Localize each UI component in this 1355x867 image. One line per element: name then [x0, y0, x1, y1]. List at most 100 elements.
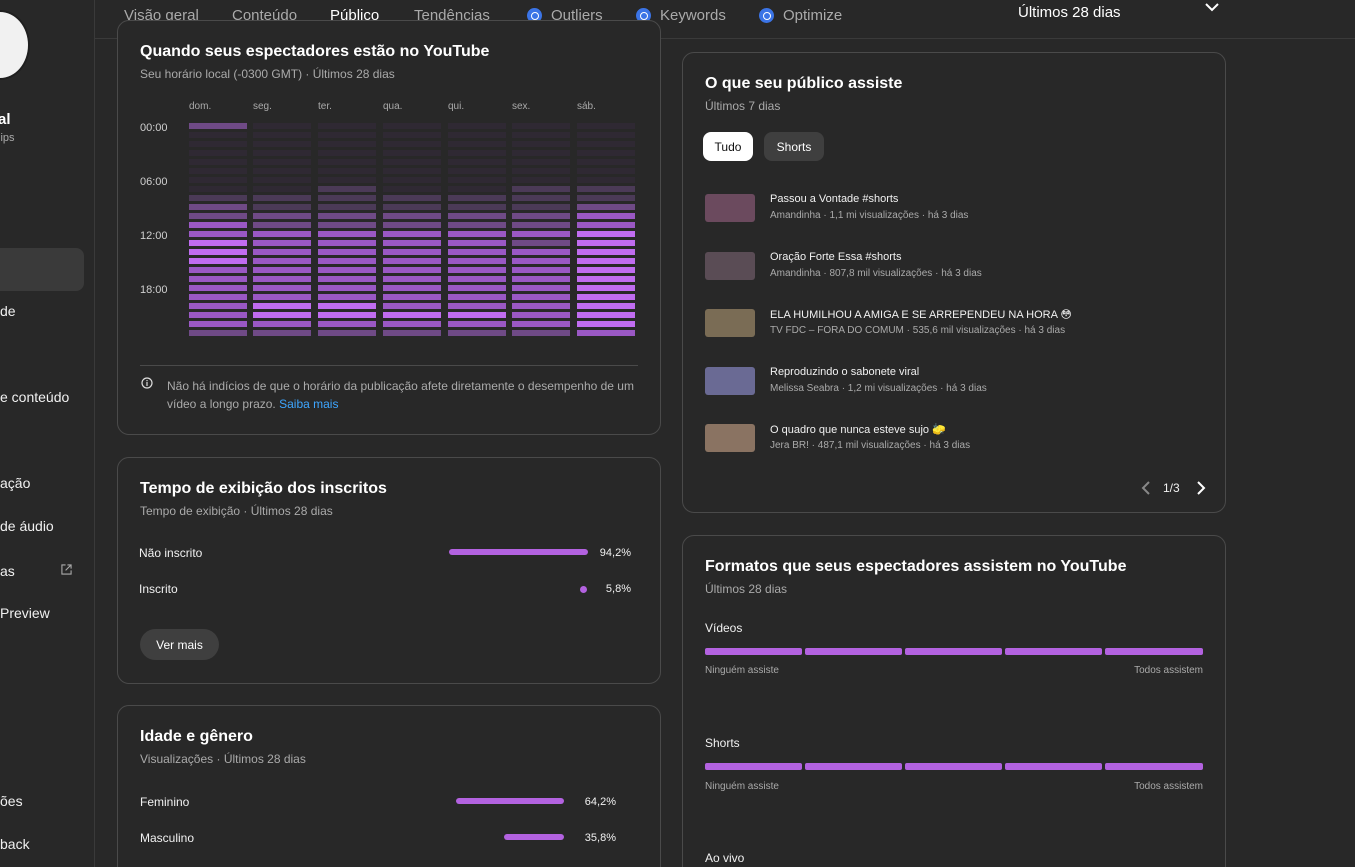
tab-outliers[interactable]: Outliers: [527, 7, 603, 24]
video-title[interactable]: O quadro que nunca esteve sujo 🧽: [770, 424, 946, 436]
heatmap-cell[interactable]: [383, 321, 441, 327]
sidebar-item-label[interactable]: Preview: [0, 605, 50, 621]
heatmap-cell[interactable]: [448, 267, 506, 273]
heatmap-cell[interactable]: [253, 303, 311, 309]
heatmap-cell[interactable]: [318, 222, 376, 228]
heatmap-cell[interactable]: [189, 213, 247, 219]
sidebar-item-label[interactable]: ação: [0, 475, 31, 491]
heatmap-cell[interactable]: [577, 168, 635, 174]
chevron-right-icon[interactable]: [1195, 480, 1207, 496]
heatmap-cell[interactable]: [448, 204, 506, 210]
heatmap-cell[interactable]: [448, 231, 506, 237]
heatmap-cell[interactable]: [318, 303, 376, 309]
heatmap-cell[interactable]: [383, 312, 441, 318]
heatmap-cell[interactable]: [577, 303, 635, 309]
video-title[interactable]: Oração Forte Essa #shorts: [770, 251, 902, 263]
heatmap-cell[interactable]: [448, 159, 506, 165]
heatmap-cell[interactable]: [383, 159, 441, 165]
heatmap-cell[interactable]: [383, 231, 441, 237]
heatmap-cell[interactable]: [253, 267, 311, 273]
video-thumbnail[interactable]: [705, 424, 755, 452]
heatmap-cell[interactable]: [448, 150, 506, 156]
heatmap-cell[interactable]: [383, 303, 441, 309]
heatmap-cell[interactable]: [512, 213, 570, 219]
heatmap-cell[interactable]: [448, 285, 506, 291]
heatmap-cell[interactable]: [512, 204, 570, 210]
heatmap-cell[interactable]: [253, 213, 311, 219]
heatmap-cell[interactable]: [448, 186, 506, 192]
heatmap-cell[interactable]: [577, 330, 635, 336]
sidebar-item-label[interactable]: ões: [0, 793, 23, 809]
heatmap-cell[interactable]: [383, 276, 441, 282]
heatmap-cell[interactable]: [383, 195, 441, 201]
heatmap-cell[interactable]: [253, 123, 311, 129]
see-more-button[interactable]: Ver mais: [140, 629, 219, 660]
heatmap-cell[interactable]: [512, 195, 570, 201]
heatmap-cell[interactable]: [318, 321, 376, 327]
heatmap-cell[interactable]: [512, 159, 570, 165]
heatmap-cell[interactable]: [189, 303, 247, 309]
heatmap-cell[interactable]: [189, 258, 247, 264]
heatmap-cell[interactable]: [512, 276, 570, 282]
chip-shorts[interactable]: Shorts: [764, 132, 824, 161]
heatmap-cell[interactable]: [318, 240, 376, 246]
heatmap-cell[interactable]: [189, 168, 247, 174]
heatmap-cell[interactable]: [383, 141, 441, 147]
heatmap-cell[interactable]: [448, 249, 506, 255]
heatmap-cell[interactable]: [448, 177, 506, 183]
heatmap-cell[interactable]: [189, 240, 247, 246]
tab-trends[interactable]: Tendências: [414, 7, 490, 24]
heatmap-cell[interactable]: [189, 159, 247, 165]
video-thumbnail[interactable]: [705, 367, 755, 395]
sidebar-item-label[interactable]: de áudio: [0, 518, 54, 534]
heatmap-cell[interactable]: [189, 276, 247, 282]
heatmap-cell[interactable]: [512, 285, 570, 291]
heatmap-cell[interactable]: [189, 141, 247, 147]
heatmap-cell[interactable]: [189, 321, 247, 327]
heatmap-cell[interactable]: [448, 123, 506, 129]
heatmap-cell[interactable]: [318, 159, 376, 165]
heatmap-cell[interactable]: [383, 249, 441, 255]
heatmap-cell[interactable]: [253, 258, 311, 264]
heatmap-cell[interactable]: [189, 132, 247, 138]
heatmap-cell[interactable]: [512, 186, 570, 192]
heatmap-cell[interactable]: [318, 276, 376, 282]
heatmap-cell[interactable]: [253, 150, 311, 156]
heatmap-cell[interactable]: [577, 231, 635, 237]
heatmap-cell[interactable]: [383, 123, 441, 129]
heatmap-cell[interactable]: [383, 213, 441, 219]
heatmap-cell[interactable]: [318, 150, 376, 156]
heatmap-cell[interactable]: [577, 258, 635, 264]
heatmap-cell[interactable]: [189, 123, 247, 129]
heatmap-cell[interactable]: [577, 123, 635, 129]
heatmap-cell[interactable]: [577, 294, 635, 300]
heatmap-cell[interactable]: [448, 213, 506, 219]
heatmap-cell[interactable]: [448, 321, 506, 327]
heatmap-cell[interactable]: [253, 159, 311, 165]
heatmap-cell[interactable]: [448, 258, 506, 264]
heatmap-cell[interactable]: [189, 222, 247, 228]
tab-keywords[interactable]: Keywords: [636, 7, 726, 24]
heatmap-cell[interactable]: [577, 276, 635, 282]
heatmap-cell[interactable]: [512, 321, 570, 327]
heatmap-cell[interactable]: [512, 312, 570, 318]
heatmap-cell[interactable]: [253, 177, 311, 183]
video-title[interactable]: ELA HUMILHOU A AMIGA E SE ARREPENDEU NA …: [770, 309, 1072, 321]
heatmap-cell[interactable]: [253, 240, 311, 246]
heatmap-cell[interactable]: [318, 186, 376, 192]
heatmap-cell[interactable]: [512, 132, 570, 138]
heatmap-cell[interactable]: [383, 285, 441, 291]
heatmap-cell[interactable]: [577, 204, 635, 210]
heatmap-cell[interactable]: [318, 294, 376, 300]
heatmap-cell[interactable]: [512, 141, 570, 147]
heatmap-cell[interactable]: [189, 249, 247, 255]
chip-all[interactable]: Tudo: [703, 132, 753, 161]
sidebar-item-label[interactable]: back: [0, 836, 30, 852]
heatmap-cell[interactable]: [448, 276, 506, 282]
heatmap-cell[interactable]: [253, 186, 311, 192]
heatmap-cell[interactable]: [577, 249, 635, 255]
heatmap-cell[interactable]: [383, 267, 441, 273]
heatmap-cell[interactable]: [253, 141, 311, 147]
heatmap-cell[interactable]: [383, 177, 441, 183]
heatmap-cell[interactable]: [253, 249, 311, 255]
